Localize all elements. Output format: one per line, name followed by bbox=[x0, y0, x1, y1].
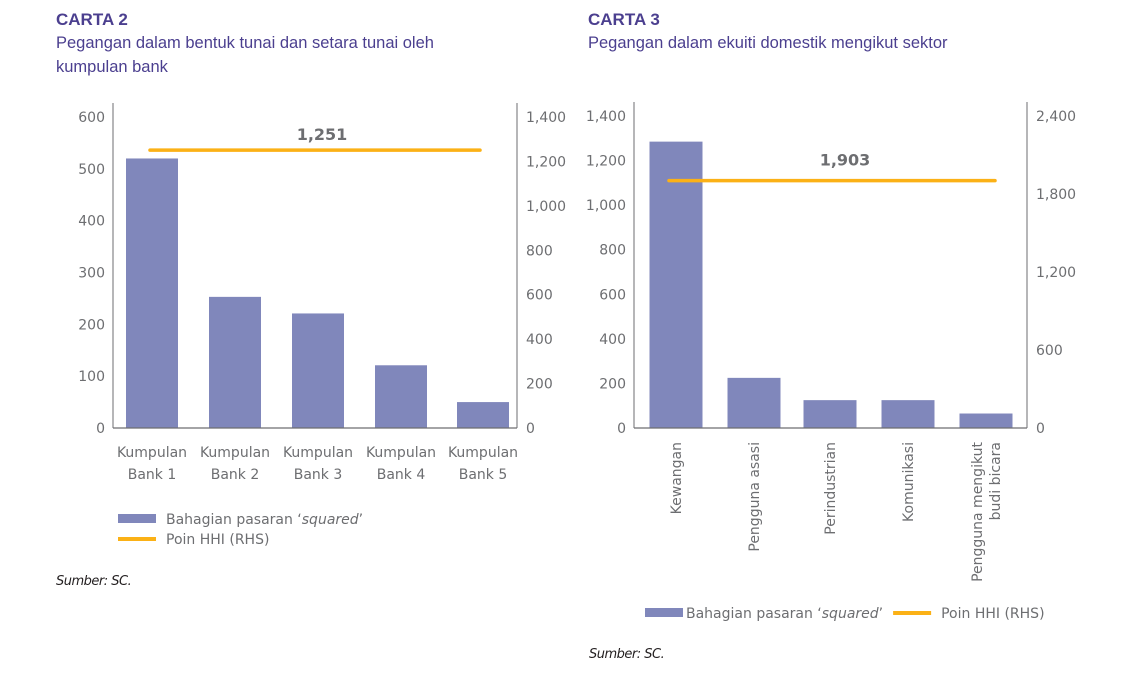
left-axis-tick-label: 600 bbox=[599, 287, 626, 303]
carta-2-chart: 0 100 200 300 400 500 600 0 200 400 600 800 1,000 1,2… bbox=[78, 103, 566, 548]
right-axis-tick-label: 0 bbox=[1036, 421, 1045, 437]
legend-swatch-line bbox=[118, 537, 156, 541]
left-axis-tick-label: 200 bbox=[599, 376, 626, 392]
carta-3-chart: 0 200 400 600 800 1,000 1,200 1,400 0 600 1,200 1,8… bbox=[586, 102, 1076, 622]
legend-swatch-bar bbox=[118, 514, 156, 523]
right-axis-tick-label: 1,200 bbox=[526, 154, 566, 170]
category-label: Kumpulan Bank 5 bbox=[448, 445, 518, 483]
category-label: Pengguna asasi bbox=[747, 442, 763, 552]
hhi-value-label: 1,903 bbox=[820, 151, 871, 170]
bar bbox=[209, 296, 261, 428]
legend: Bahagian pasaran ‘squared’ Poin HHI (RHS) bbox=[645, 606, 1045, 622]
bar bbox=[126, 158, 178, 428]
left-axis-tick-label: 0 bbox=[96, 421, 105, 437]
right-axis-tick-label: 1,800 bbox=[1036, 187, 1076, 203]
bar bbox=[881, 400, 935, 428]
left-axis-tick-label: 600 bbox=[78, 110, 105, 126]
carta-3-title: CARTA 3 bbox=[588, 10, 660, 29]
left-axis-tick-label: 1,400 bbox=[586, 109, 626, 125]
right-axis-tick-label: 200 bbox=[526, 377, 553, 393]
bar bbox=[649, 141, 703, 428]
right-axis-tick-label: 1,200 bbox=[1036, 265, 1076, 281]
legend: Bahagian pasaran ‘squared’ Poin HHI (RHS) bbox=[118, 512, 363, 548]
bar bbox=[292, 313, 344, 428]
right-axis-tick-label: 400 bbox=[526, 332, 553, 348]
left-axis-tick-label: 800 bbox=[599, 243, 626, 259]
category-label: Kumpulan Bank 3 bbox=[283, 445, 353, 483]
bar bbox=[803, 400, 857, 428]
left-axis-tick-label: 1,200 bbox=[586, 154, 626, 170]
carta-3-heading: CARTA 3 Pegangan dalam ekuiti domestik m… bbox=[588, 9, 948, 55]
legend-label: Bahagian pasaran ‘squared’ bbox=[686, 606, 883, 622]
carta-3-source: Sumber: SC. bbox=[589, 647, 665, 662]
right-axis-tick-label: 600 bbox=[1036, 343, 1063, 359]
legend-label: Poin HHI (RHS) bbox=[941, 606, 1044, 622]
bar bbox=[375, 365, 427, 428]
category-label: Komunikasi bbox=[901, 442, 917, 522]
bar bbox=[727, 377, 781, 428]
carta-2-subtitle-line-2: kumpulan bank bbox=[56, 58, 168, 76]
left-axis-tick-label: 400 bbox=[599, 332, 626, 348]
carta-2-title: CARTA 2 bbox=[56, 10, 128, 29]
category-label: Perindustrian bbox=[823, 442, 839, 535]
carta-2-subtitle-line-1: Pegangan dalam bentuk tunai dan setara t… bbox=[56, 34, 434, 52]
left-axis-tick-label: 100 bbox=[78, 369, 105, 385]
category-label: Pengguna mengikut budi bicara bbox=[970, 441, 1004, 581]
category-label: Kewangan bbox=[669, 442, 685, 514]
legend-swatch-line bbox=[893, 611, 932, 615]
left-axis-tick-label: 1,000 bbox=[586, 198, 626, 214]
legend-swatch-bar bbox=[645, 608, 683, 617]
category-label: Kumpulan Bank 4 bbox=[366, 445, 436, 483]
left-axis-tick-label: 400 bbox=[78, 214, 105, 230]
carta-2-source: Sumber: SC. bbox=[56, 574, 132, 589]
right-axis-tick-label: 1,000 bbox=[526, 199, 566, 215]
right-axis-tick-label: 0 bbox=[526, 421, 535, 437]
legend-label: Bahagian pasaran ‘squared’ bbox=[166, 512, 363, 528]
bar bbox=[959, 413, 1013, 428]
hhi-value-label: 1,251 bbox=[297, 125, 348, 144]
right-axis-tick-label: 2,400 bbox=[1036, 109, 1076, 125]
bar bbox=[457, 402, 509, 428]
category-label: Kumpulan Bank 2 bbox=[200, 445, 270, 483]
left-axis-tick-label: 200 bbox=[78, 317, 105, 333]
left-axis-tick-label: 0 bbox=[617, 421, 626, 437]
right-axis-tick-label: 800 bbox=[526, 243, 553, 259]
left-axis-tick-label: 300 bbox=[78, 266, 105, 282]
right-axis-tick-label: 1,400 bbox=[526, 110, 566, 126]
legend-label: Poin HHI (RHS) bbox=[166, 532, 269, 548]
carta-2-heading: CARTA 2 Pegangan dalam bentuk tunai dan … bbox=[56, 9, 434, 79]
category-label: Kumpulan Bank 1 bbox=[117, 445, 187, 483]
carta-3-subtitle-line-1: Pegangan dalam ekuiti domestik mengikut … bbox=[588, 34, 948, 52]
left-axis-tick-label: 500 bbox=[78, 162, 105, 178]
right-axis-tick-label: 600 bbox=[526, 288, 553, 304]
